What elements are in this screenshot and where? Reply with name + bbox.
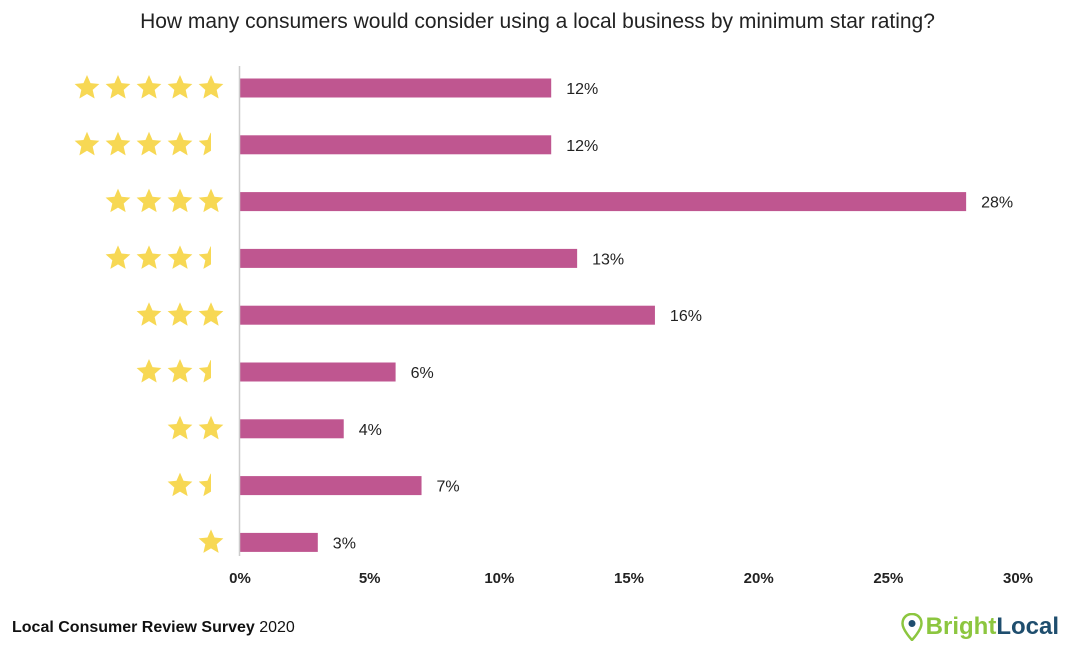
star-icon [167,302,193,326]
data-labels: 12% 12% 28% 13% 16% 6% 4% 7% 3% [333,81,1013,552]
data-label-6: 4% [359,422,382,439]
star-icon [136,359,162,383]
x-tick-label-2: 10% [484,570,514,587]
half-star-icon [199,132,211,156]
star-icon [136,245,162,269]
bar-1 [240,135,552,155]
star-icon [105,75,131,99]
star-icon [167,131,193,156]
data-label-8: 3% [333,535,356,552]
survey-caption: Local Consumer Review Survey 2020 [12,619,295,637]
data-label-5: 6% [411,365,434,382]
x-tick-label-0: 0% [229,570,251,587]
star-icon [198,415,224,440]
star-icon [167,415,193,440]
star-rating-3 [105,245,211,269]
bar-2 [240,192,967,212]
star-icon [136,75,162,99]
data-label-1: 12% [566,138,598,155]
map-pin-icon [900,613,923,641]
star-icon [167,245,193,269]
x-tick-label-6: 30% [1003,570,1033,587]
bar-5 [240,362,396,382]
bars [240,78,967,552]
star-rating-1 [74,131,211,156]
star-rating-5 [136,359,211,383]
star-ratings [74,75,224,553]
star-icon [105,188,131,213]
star-rating-4 [136,302,224,326]
data-label-0: 12% [566,81,598,98]
star-icon [74,131,100,156]
brand-local: Local [996,613,1059,640]
star-icon [136,302,162,326]
bar-4 [240,305,655,325]
data-label-2: 28% [981,195,1013,212]
bar-0 [240,78,552,98]
half-star-icon [199,246,211,269]
x-axis: 0% 5% 10% 15% 20% 25% 30% [229,570,1033,587]
star-rating-8 [198,529,224,553]
data-label-3: 13% [592,251,624,268]
brand-name: BrightLocal [926,613,1059,641]
half-star-icon [199,473,211,497]
bar-7 [240,476,422,496]
brand-logo: BrightLocal [900,612,1059,642]
brand-bright: Bright [925,613,997,640]
star-icon [74,75,100,99]
bar-6 [240,419,344,439]
star-icon [198,302,224,326]
star-rating-0 [74,75,224,99]
bar-3 [240,248,578,268]
bar-8 [240,532,318,552]
star-icon [167,472,193,497]
star-icon [136,131,162,156]
bar-chart: 12% 12% 28% 13% 16% 6% 4% 7% 3% 0% 5% 10% 15% 20% 25%… [74,66,1033,587]
x-tick-label-5: 25% [873,570,903,587]
x-tick-label-1: 5% [359,570,381,587]
star-rating-2 [105,188,224,213]
chart-title: How many consumers would consider using … [140,10,935,33]
survey-name: Local Consumer Review Survey [12,619,255,636]
x-tick-label-4: 20% [744,570,774,587]
star-icon [198,188,224,213]
star-icon [167,359,193,383]
star-icon [198,75,224,99]
star-icon [167,188,193,213]
star-icon [105,131,131,156]
star-rating-7 [167,472,211,497]
star-icon [105,245,131,269]
star-icon [167,75,193,99]
data-label-4: 16% [670,308,702,325]
x-tick-label-3: 15% [614,570,644,587]
star-icon [198,529,224,553]
survey-year: 2020 [259,619,295,636]
half-star-icon [199,360,211,383]
data-label-7: 7% [437,479,460,496]
star-rating-6 [167,415,224,440]
star-icon [136,188,162,213]
